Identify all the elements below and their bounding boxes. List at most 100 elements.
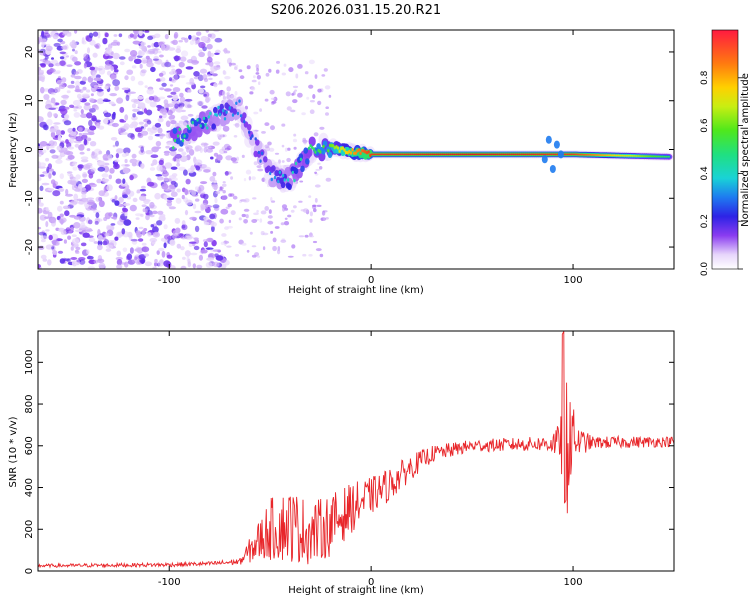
noise-speckle bbox=[302, 139, 308, 143]
noise-speckle bbox=[73, 222, 81, 229]
noise-speckle bbox=[135, 230, 141, 236]
noise-speckle bbox=[82, 171, 88, 179]
noise-speckle bbox=[69, 136, 75, 144]
ridge-blob bbox=[354, 151, 357, 155]
noise-speckle bbox=[198, 49, 203, 53]
noise-speckle bbox=[70, 246, 74, 251]
noise-speckle bbox=[112, 144, 116, 148]
noise-speckle bbox=[140, 41, 147, 46]
ridge-blob bbox=[419, 153, 422, 156]
noise-speckle bbox=[113, 217, 117, 221]
noise-speckle bbox=[157, 117, 164, 123]
noise-speckle bbox=[87, 266, 95, 269]
noise-speckle bbox=[168, 115, 174, 120]
noise-speckle bbox=[167, 187, 176, 193]
noise-speckle bbox=[212, 184, 219, 190]
ridge-blob bbox=[207, 115, 210, 119]
noise-speckle bbox=[202, 74, 208, 81]
noise-speckle bbox=[239, 75, 245, 80]
noise-speckle bbox=[227, 203, 232, 208]
noise-speckle bbox=[112, 111, 116, 117]
noise-speckle bbox=[122, 208, 129, 213]
noise-speckle bbox=[145, 109, 153, 116]
noise-speckle bbox=[172, 71, 178, 75]
noise-speckle bbox=[227, 225, 233, 229]
noise-speckle bbox=[147, 45, 151, 48]
noise-speckle bbox=[159, 213, 166, 218]
ridge-blob bbox=[287, 183, 292, 190]
noise-speckle bbox=[179, 56, 187, 62]
noise-speckle bbox=[106, 55, 114, 59]
noise-speckle bbox=[82, 232, 90, 238]
noise-speckle bbox=[309, 211, 313, 217]
noise-speckle bbox=[200, 203, 209, 210]
noise-speckle bbox=[187, 113, 194, 117]
ridge-blob bbox=[619, 154, 622, 157]
noise-speckle bbox=[269, 89, 275, 95]
noise-speckle bbox=[308, 59, 315, 65]
noise-speckle bbox=[149, 237, 158, 243]
noise-speckle bbox=[144, 30, 150, 33]
noise-speckle bbox=[123, 123, 130, 130]
snr-frame bbox=[37, 330, 675, 572]
noise-speckle bbox=[181, 50, 189, 57]
noise-speckle bbox=[136, 247, 144, 254]
noise-speckle bbox=[98, 262, 106, 269]
noise-speckle bbox=[325, 217, 329, 220]
noise-speckle bbox=[321, 210, 326, 216]
noise-speckle bbox=[158, 159, 164, 165]
noise-speckle bbox=[53, 42, 61, 47]
noise-speckle bbox=[212, 261, 220, 268]
noise-speckle bbox=[121, 228, 126, 235]
noise-speckle bbox=[179, 92, 184, 98]
noise-speckle bbox=[207, 33, 212, 38]
noise-speckle bbox=[144, 208, 148, 214]
noise-speckle bbox=[52, 250, 58, 256]
colorbar-tick-label: 0.4 bbox=[700, 166, 710, 181]
noise-speckle bbox=[271, 100, 277, 104]
y-tick-label: 400 bbox=[24, 478, 35, 497]
noise-speckle bbox=[206, 56, 213, 63]
ridge-blob bbox=[544, 153, 547, 156]
noise-speckle bbox=[132, 113, 136, 118]
noise-speckle bbox=[246, 249, 250, 253]
spectrogram-heatmap bbox=[38, 30, 674, 269]
snr-background bbox=[38, 331, 674, 571]
noise-speckle bbox=[188, 34, 192, 40]
noise-speckle bbox=[135, 217, 140, 220]
noise-speckle bbox=[47, 188, 55, 192]
noise-speckle bbox=[54, 87, 61, 93]
noise-speckle bbox=[170, 166, 178, 170]
noise-speckle bbox=[268, 68, 272, 73]
noise-speckle bbox=[149, 201, 155, 209]
noise-speckle bbox=[185, 66, 194, 70]
ridge-blob bbox=[399, 153, 402, 156]
noise-speckle bbox=[86, 148, 91, 152]
ridge-blob bbox=[493, 153, 497, 156]
ridge-blob bbox=[549, 165, 556, 174]
noise-speckle bbox=[114, 85, 120, 91]
noise-speckle bbox=[57, 205, 63, 212]
noise-speckle bbox=[206, 257, 215, 261]
noise-speckle bbox=[150, 154, 159, 158]
ridge-blob bbox=[594, 154, 598, 156]
noise-speckle bbox=[73, 112, 81, 118]
ridge-blob bbox=[251, 134, 254, 138]
noise-speckle bbox=[264, 144, 270, 149]
noise-speckle bbox=[89, 207, 97, 211]
x-tick-label: 0 bbox=[368, 275, 374, 286]
ridge-blob bbox=[314, 150, 317, 154]
ridge-blob bbox=[554, 153, 557, 156]
noise-speckle bbox=[210, 52, 214, 57]
noise-speckle bbox=[70, 257, 78, 260]
ridge-blob bbox=[584, 153, 588, 156]
noise-speckle bbox=[125, 94, 130, 102]
noise-speckle bbox=[50, 179, 56, 185]
noise-speckle bbox=[173, 33, 178, 39]
noise-speckle bbox=[109, 167, 115, 174]
noise-speckle bbox=[95, 156, 99, 161]
noise-speckle bbox=[88, 32, 94, 39]
noise-speckle bbox=[128, 91, 136, 94]
noise-speckle bbox=[48, 140, 55, 147]
noise-speckle bbox=[191, 35, 197, 42]
